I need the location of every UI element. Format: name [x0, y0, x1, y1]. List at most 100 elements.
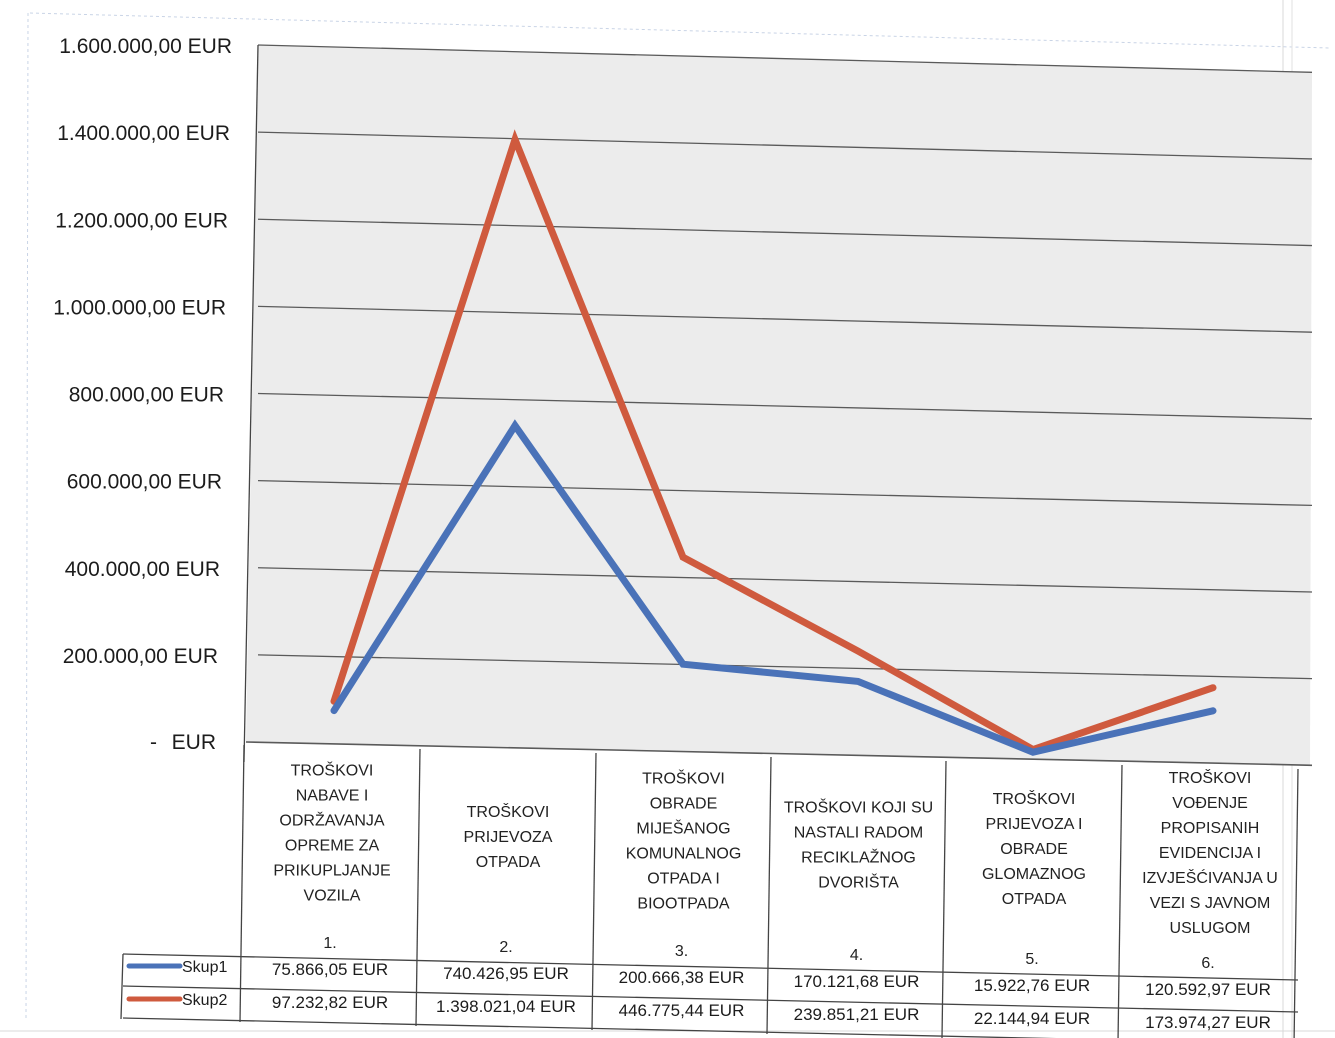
data-point-skup1 [331, 707, 337, 714]
y-tick-label: 600.000,00 EUR [67, 471, 222, 494]
y-tick-label: 400.000,00 EUR [65, 558, 220, 581]
category-number: 6. [1201, 955, 1214, 972]
category-label: TROŠKOVI KOJI SU [784, 797, 933, 816]
y-tick-label: 800.000,00 EUR [69, 384, 224, 407]
table-border [239, 744, 245, 1023]
table-value-cell: 170.121,68 EUR [794, 972, 920, 991]
series-line-skup1 [330, 419, 1217, 756]
gridline [257, 305, 1313, 333]
category-label: TROŠKOVI [1169, 768, 1252, 787]
category-label: VEZI S JAVNOM [1150, 895, 1271, 912]
category-label: PRIJEVOZA [464, 829, 553, 846]
category-label: USLUGOM [1170, 920, 1251, 937]
category-label: MIJEŠANOG [636, 819, 730, 838]
category-number: 5. [1025, 951, 1038, 968]
table-border [1117, 764, 1123, 1038]
y-tick-label: 1.400.000,00 EUR [57, 122, 230, 145]
data-point-skup1 [1210, 707, 1216, 714]
category-label: NABAVE I [296, 788, 369, 805]
table-border [415, 748, 421, 1027]
gridline [257, 131, 1313, 160]
table-border [120, 953, 124, 1020]
table-border [122, 953, 1299, 981]
category-number: 2. [499, 939, 512, 956]
y-tick-label: 200.000,00 EUR [63, 645, 218, 668]
gridline [257, 479, 1313, 507]
gridline [245, 741, 1313, 767]
y-tick-label: 1.200.000,00 EUR [55, 209, 228, 232]
data-point-skup2 [512, 136, 518, 143]
category-label: GLOMAZNOG [982, 866, 1086, 883]
table-border [766, 756, 772, 1035]
y-axis-line [243, 44, 259, 763]
gridline [257, 218, 1313, 247]
category-label: OTPADA [476, 854, 541, 871]
gridline [257, 44, 1313, 73]
category-label: RECIKLAŽNOG [801, 847, 916, 866]
table-value-cell: 1.398.021,04 EUR [436, 997, 576, 1016]
category-number: 1. [323, 935, 336, 952]
table-value-cell: 200.666,38 EUR [619, 968, 745, 987]
legend-label: Skup2 [182, 992, 227, 1009]
legend-label: Skup1 [182, 959, 227, 976]
plot-area [246, 45, 1312, 765]
category-label: NASTALI RADOM [794, 824, 924, 841]
table-value-cell: 22.144,94 EUR [974, 1009, 1090, 1028]
y-axis-ticks: 1.600.000,00 EUR 1.400.000,00 EUR 1.200.00… [53, 35, 232, 754]
data-point-skup1 [1030, 749, 1036, 756]
category-label: OBRADE [650, 796, 718, 813]
series-line-skup2 [330, 129, 1217, 754]
table-border [122, 985, 1299, 1013]
y-tick-label: 1.000.000,00 EUR [53, 296, 226, 319]
category-label: KOMUNALNOG [626, 846, 742, 863]
y-tick-label: 1.600.000,00 EUR [59, 35, 232, 58]
category-label: TROŠKOVI [467, 802, 550, 821]
scan-edge-left [25, 12, 29, 1021]
gridline [257, 567, 1313, 593]
category-label: BIOOTPADA [637, 896, 729, 913]
category-label: OTPADA I [647, 871, 720, 888]
category-label: TROŠKOVI [291, 761, 374, 780]
table-border [122, 1017, 1057, 1038]
data-point-skup1 [512, 422, 518, 429]
data-table: TROŠKOVI NABAVE I ODRŽAVANJA OPREME ZA PRIKU… [120, 744, 1299, 1038]
table-value-cell: 120.592,97 EUR [1145, 980, 1271, 999]
category-label: OPREME ZA [285, 838, 380, 855]
category-label: VOĐENJE [1172, 795, 1248, 812]
table-value-cell: 740.426,95 EUR [443, 964, 569, 983]
category-number: 4. [850, 947, 863, 964]
category-label: ODRŽAVANJA [279, 811, 385, 830]
y-tick-label: - [150, 731, 157, 754]
category-label: OBRADE [1000, 841, 1068, 858]
table-value-cell: 173.974,27 EUR [1145, 1013, 1271, 1032]
data-point-skup1 [680, 661, 686, 668]
data-point-skup2 [680, 554, 686, 561]
category-label: OTPADA [1002, 891, 1067, 908]
gridlines [243, 44, 1313, 767]
scan-edge-top [29, 12, 1331, 49]
table-border [591, 753, 597, 1031]
category-number: 3. [675, 943, 688, 960]
table-value-cell: 15.922,76 EUR [974, 976, 1090, 995]
gridline [257, 654, 1313, 680]
data-point-skup2 [855, 648, 861, 655]
category-label: VOZILA [304, 888, 361, 905]
category-label: DVORIŠTA [818, 872, 899, 891]
category-label: EVIDENCIJA I [1159, 845, 1261, 862]
category-label: PROPISANIH [1161, 820, 1260, 837]
table-border [941, 760, 947, 1038]
table-value-cell: 75.866,05 EUR [272, 960, 388, 979]
table-value-cell: 239.851,21 EUR [794, 1005, 920, 1024]
table-value-cell: 446.775,44 EUR [619, 1001, 745, 1020]
category-label: TROŠKOVI [642, 769, 725, 788]
data-point-skup1 [855, 678, 861, 685]
table-value-cell: 97.232,82 EUR [272, 993, 388, 1012]
category-label: TROŠKOVI [993, 789, 1076, 808]
category-label: IZVJEŠĆIVANJA U [1142, 868, 1278, 887]
y-tick-label: EUR [172, 731, 216, 754]
category-label: PRIKUPLJANJE [273, 863, 390, 880]
data-point-skup2 [1210, 684, 1216, 691]
category-label: PRIJEVOZA I [986, 816, 1083, 833]
